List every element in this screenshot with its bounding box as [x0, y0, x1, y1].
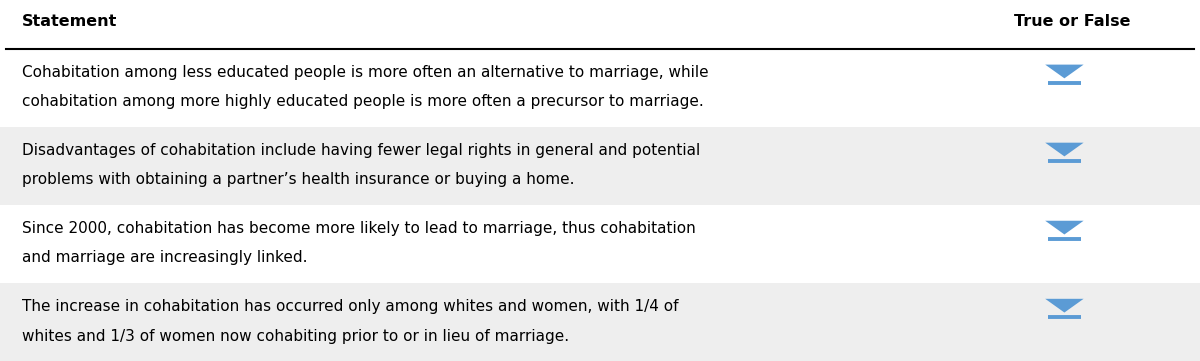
Text: The increase in cohabitation has occurred only among whites and women, with 1/4 : The increase in cohabitation has occurre…	[22, 299, 678, 314]
Text: True or False: True or False	[1014, 14, 1130, 30]
Bar	[0, 49, 1200, 127]
Bar	[0, 205, 1200, 283]
Text: and marriage are increasingly linked.: and marriage are increasingly linked.	[22, 251, 307, 265]
Text: whites and 1/3 of women now cohabiting prior to or in lieu of marriage.: whites and 1/3 of women now cohabiting p…	[22, 329, 569, 344]
Text: Since 2000, cohabitation has become more likely to lead to marriage, thus cohabi: Since 2000, cohabitation has become more…	[22, 221, 695, 236]
Text: Cohabitation among less educated people is more often an alternative to marriage: Cohabitation among less educated people …	[22, 65, 708, 80]
Polygon shape	[1045, 299, 1084, 313]
Text: Statement: Statement	[22, 14, 116, 30]
Bar	[0, 127, 1200, 205]
Polygon shape	[1045, 65, 1084, 78]
Polygon shape	[1045, 221, 1084, 234]
Bar	[0, 283, 1200, 361]
Text: problems with obtaining a partner’s health insurance or buying a home.: problems with obtaining a partner’s heal…	[22, 173, 574, 187]
Text: Disadvantages of cohabitation include having fewer legal rights in general and p: Disadvantages of cohabitation include ha…	[22, 143, 700, 158]
Text: cohabitation among more highly educated people is more often a precursor to marr: cohabitation among more highly educated …	[22, 94, 703, 109]
Polygon shape	[1045, 143, 1084, 156]
